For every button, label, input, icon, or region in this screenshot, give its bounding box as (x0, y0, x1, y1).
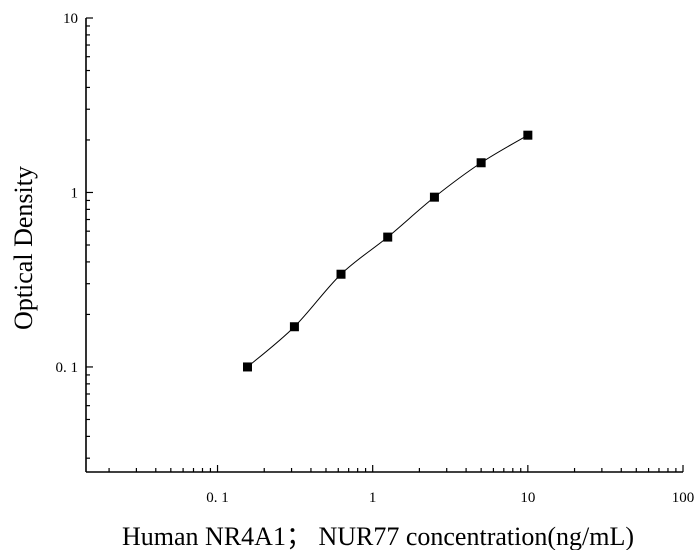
data-point (336, 269, 346, 279)
data-point (242, 362, 252, 372)
data-point (523, 130, 533, 140)
y-tick-label: 0. 1 (56, 360, 79, 376)
data-point (476, 158, 486, 168)
data-points-layer (242, 130, 533, 372)
x-tick-label: 0. 1 (206, 490, 229, 506)
data-point (429, 192, 439, 202)
x-axis-title: Human NR4A1； NUR77 concentration(ng/mL) (122, 522, 634, 550)
y-tick-label: 10 (63, 11, 78, 27)
data-point (289, 322, 299, 332)
y-tick-label: 1 (71, 185, 79, 201)
fit-curve-layer (247, 134, 529, 368)
y-axis-title: Optical Density (9, 166, 38, 330)
fit-curve (247, 134, 529, 368)
x-tick-label: 1 (369, 490, 377, 506)
axes: 0. 1 1 10 0. 1 1 10 100 (56, 11, 695, 506)
x-tick-label: 100 (672, 490, 695, 506)
data-point (383, 232, 393, 242)
x-tick-label: 10 (520, 490, 535, 506)
